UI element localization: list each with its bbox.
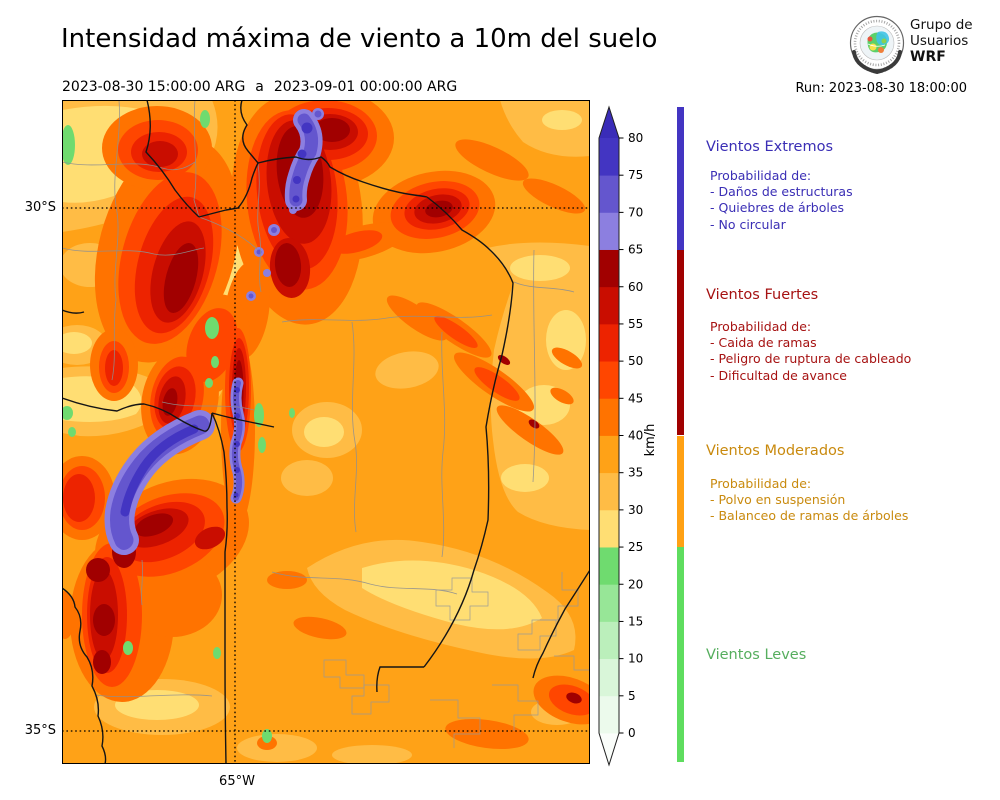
- colorbar-tick-label: 80: [628, 131, 643, 145]
- category-items: Probabilidad de: - Polvo en suspensión - …: [710, 476, 908, 525]
- logo-line-2: Usuarios: [910, 33, 969, 49]
- legend-item: - No circular: [710, 216, 786, 232]
- page-title: Intensidad máxima de viento a 10m del su…: [61, 24, 658, 54]
- colorbar-tick-label: 20: [628, 577, 643, 591]
- legend-category-extremos: Vientos Extremos Probabilidad de: - Daño…: [706, 139, 853, 232]
- colorbar-segment: [599, 584, 619, 622]
- lon-label-65w: 65°W: [219, 774, 255, 789]
- colorbar-segment: [599, 138, 619, 176]
- colorbar-under-arrow: [599, 733, 619, 765]
- legend-item: - Balanceo de ramas de árboles: [710, 508, 909, 524]
- colorbar-segment: [599, 658, 619, 697]
- category-items: Probabilidad de: - Daños de estructuras -…: [710, 168, 853, 233]
- strong-wind-layer: [62, 100, 590, 750]
- extreme-wind-layer: [104, 108, 324, 555]
- category-items: Probabilidad de: - Caida de ramas - Pelig…: [710, 319, 911, 384]
- colorbar-segment: [599, 249, 619, 288]
- period-end: 2023-09-01 00:00:00 ARG: [273, 79, 458, 95]
- logo-line-1: Grupo de: [910, 17, 973, 33]
- valid-period: 2023-08-30 15:00:00 ARG a 2023-09-01 00:00…: [62, 79, 457, 95]
- colorbar-segment: [599, 323, 619, 362]
- colorbar-over-arrow: [599, 107, 619, 138]
- wrf-globe-emblem-icon: [849, 15, 905, 75]
- colorbar-segment: [599, 175, 619, 213]
- category-prob-title: Probabilidad de:: [710, 168, 812, 183]
- legend-item: - Peligro de ruptura de cableado: [710, 351, 912, 367]
- colorbar-tick-label: 50: [628, 354, 643, 368]
- colorbar-units-label: km/h: [643, 424, 658, 457]
- category-title: Vientos Leves: [706, 647, 807, 663]
- colorbar-tick-label: 25: [628, 540, 643, 554]
- lat-label-30s: 30°S: [24, 200, 56, 215]
- period-start: 2023-08-30 15:00:00 ARG: [62, 79, 246, 95]
- department-borders: [62, 100, 590, 748]
- legend-item: - Quiebres de árboles: [710, 200, 845, 216]
- legend-item: - Caida de ramas: [710, 335, 817, 351]
- colorbar-segment: [599, 435, 619, 474]
- colorbar-segment: [599, 472, 619, 511]
- colorbar-tick-label: 35: [628, 466, 643, 480]
- map-frame: [62, 100, 590, 764]
- colorbar-tick-label: 0: [628, 726, 636, 740]
- period-separator: a: [255, 79, 264, 95]
- colorbar-segment: [599, 361, 619, 399]
- wrf-users-logo: Grupo de Usuarios WRF: [848, 12, 1000, 78]
- model-run-label: Run: 2023-08-30 18:00:00: [795, 81, 967, 96]
- colorbar: 0 5 10 15 20 25 30 35 40 45 50 55 60 65 70 75 80 km/h: [598, 105, 658, 767]
- category-title: Vientos Moderados: [706, 443, 845, 459]
- colorbar-tick-label: 15: [628, 614, 643, 628]
- category-prob-title: Probabilidad de:: [710, 476, 812, 491]
- colorbar-segment: [599, 509, 619, 548]
- category-bar-segment: [677, 435, 684, 548]
- calm-wind-spots-layer: [62, 110, 295, 743]
- colorbar-segment: [599, 621, 619, 660]
- category-bar-segment: [677, 547, 684, 762]
- category-bar-segment: [677, 249, 684, 436]
- category-prob-title: Probabilidad de:: [710, 319, 812, 334]
- category-bar: [677, 106, 684, 762]
- colorbar-segment: [599, 212, 619, 250]
- colorbar-tick-label: 30: [628, 503, 643, 517]
- legend-item: - Polvo en suspensión: [710, 492, 846, 508]
- colorbar-tick-label: 60: [628, 280, 643, 294]
- wind-intensity-map: [62, 100, 590, 764]
- logo-text: Grupo de Usuarios WRF: [910, 17, 973, 65]
- colorbar-segment: [599, 547, 619, 585]
- logo-line-3: WRF: [910, 49, 946, 65]
- colorbar-tick-label: 70: [628, 205, 643, 219]
- category-title: Vientos Fuertes: [706, 287, 819, 303]
- category-bar-segment: [677, 106, 684, 250]
- colorbar-tick-label: 40: [628, 429, 643, 443]
- category-title: Vientos Extremos: [706, 139, 834, 155]
- graticule: [62, 100, 590, 764]
- colorbar-segment: [599, 286, 619, 325]
- colorbar-tick-label: 45: [628, 391, 643, 405]
- colorbar-tick-label: 75: [628, 168, 643, 182]
- colorbar-tick-label: 10: [628, 652, 643, 666]
- lat-label-35s: 35°S: [24, 723, 56, 738]
- province-borders: [62, 100, 590, 764]
- colorbar-tick-label: 65: [628, 243, 643, 257]
- colorbar-segment: [599, 398, 619, 436]
- legend-item: - Daños de estructuras: [710, 184, 853, 200]
- legend-category-moderados: Vientos Moderados Probabilidad de: - Pol…: [706, 443, 908, 523]
- legend-category-fuertes: Vientos Fuertes Probabilidad de: - Caida…: [706, 287, 911, 383]
- colorbar-segment: [599, 695, 619, 734]
- colorbar-tick-label: 5: [628, 689, 636, 703]
- legend-category-leves: Vientos Leves: [706, 647, 806, 663]
- colorbar-tick-label: 55: [628, 317, 643, 331]
- legend-item: - Dificultad de avance: [710, 367, 847, 383]
